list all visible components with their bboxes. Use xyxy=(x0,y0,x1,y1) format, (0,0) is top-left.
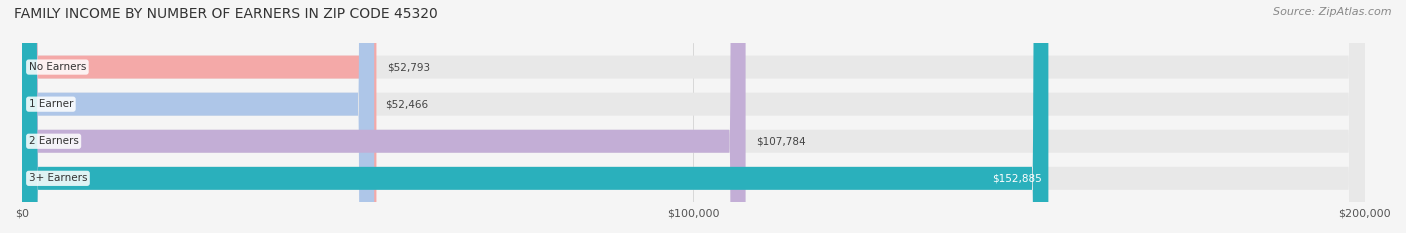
Text: Source: ZipAtlas.com: Source: ZipAtlas.com xyxy=(1274,7,1392,17)
Text: $52,466: $52,466 xyxy=(385,99,427,109)
Text: $152,885: $152,885 xyxy=(991,173,1042,183)
FancyBboxPatch shape xyxy=(22,0,745,233)
Text: No Earners: No Earners xyxy=(28,62,86,72)
FancyBboxPatch shape xyxy=(22,0,1365,233)
Text: $52,793: $52,793 xyxy=(387,62,430,72)
Text: $107,784: $107,784 xyxy=(756,136,806,146)
Text: 3+ Earners: 3+ Earners xyxy=(28,173,87,183)
FancyBboxPatch shape xyxy=(22,0,1365,233)
Text: 1 Earner: 1 Earner xyxy=(28,99,73,109)
FancyBboxPatch shape xyxy=(22,0,374,233)
FancyBboxPatch shape xyxy=(22,0,1365,233)
FancyBboxPatch shape xyxy=(22,0,1365,233)
FancyBboxPatch shape xyxy=(22,0,377,233)
Text: FAMILY INCOME BY NUMBER OF EARNERS IN ZIP CODE 45320: FAMILY INCOME BY NUMBER OF EARNERS IN ZI… xyxy=(14,7,437,21)
FancyBboxPatch shape xyxy=(22,0,1049,233)
Text: 2 Earners: 2 Earners xyxy=(28,136,79,146)
